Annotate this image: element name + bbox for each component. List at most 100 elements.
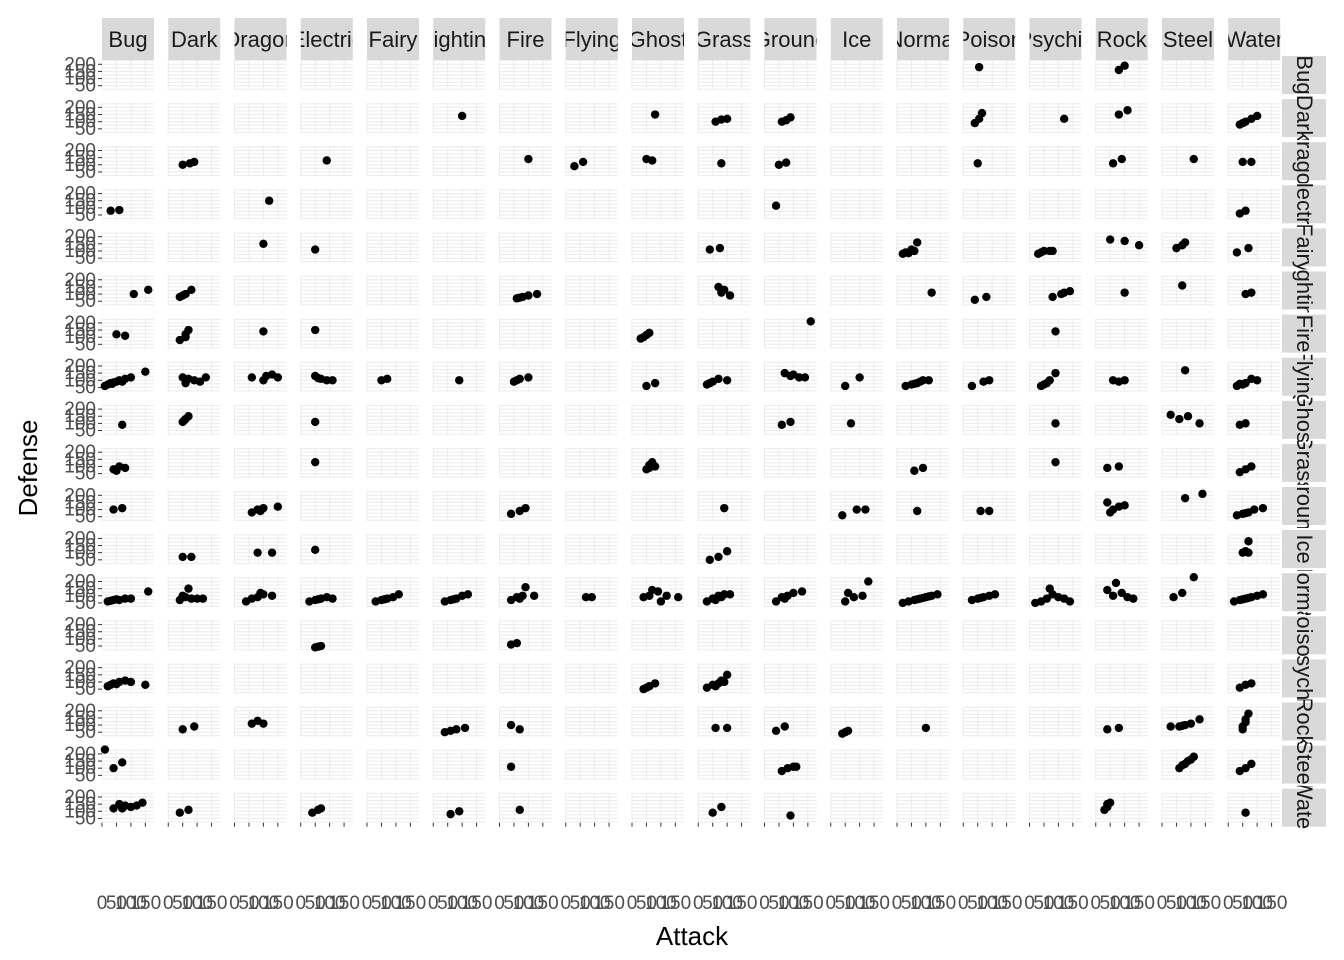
panel-6-1 bbox=[167, 318, 221, 349]
y-tick-label: 200 bbox=[64, 615, 96, 636]
panel-15-0 bbox=[101, 706, 154, 737]
panel-3-6 bbox=[499, 189, 552, 220]
panel-2-13 bbox=[962, 146, 1016, 177]
y-tick-label: 100 bbox=[64, 500, 96, 521]
strip-background bbox=[300, 18, 353, 60]
row-strip-label: Fire bbox=[1292, 315, 1317, 353]
col-strip-label: Rock bbox=[1097, 27, 1148, 52]
panel-2-5 bbox=[432, 146, 486, 177]
panel-0-3 bbox=[300, 60, 353, 90]
panel-17-6 bbox=[499, 792, 552, 823]
x-tick-label: 0 bbox=[627, 893, 638, 914]
panel-11-13 bbox=[962, 534, 1016, 565]
panel-9-10 bbox=[764, 447, 817, 478]
y-tick-label: 150 bbox=[64, 536, 96, 557]
y-tick-label: 150 bbox=[64, 665, 96, 686]
strip-background bbox=[1282, 99, 1326, 138]
row-strip-12: Normal bbox=[1282, 570, 1326, 614]
col-strip-label: Electric bbox=[291, 27, 363, 52]
y-tick-label: 150 bbox=[64, 708, 96, 729]
x-tick-label: 50 bbox=[106, 893, 127, 914]
data-point bbox=[1036, 248, 1046, 257]
strip-background bbox=[1282, 185, 1326, 224]
panel-16-13 bbox=[962, 749, 1016, 780]
y-tick-label: 100 bbox=[64, 456, 96, 477]
col-strip-7: Flying bbox=[565, 18, 618, 60]
panel-4-3 bbox=[300, 232, 353, 263]
panel-1-16 bbox=[1161, 103, 1214, 134]
panel-3-13 bbox=[962, 189, 1016, 220]
row-strip-17: Water bbox=[1282, 786, 1326, 830]
y-tick-label: 200 bbox=[64, 442, 96, 463]
panel-11-0 bbox=[101, 534, 154, 565]
x-tick-label: 0 bbox=[229, 893, 240, 914]
data-point bbox=[1114, 110, 1124, 119]
y-tick-label: 50 bbox=[75, 248, 96, 269]
x-tick-label: 150 bbox=[991, 893, 1023, 914]
strip-background bbox=[1228, 18, 1281, 60]
data-point bbox=[1123, 106, 1132, 115]
data-point bbox=[310, 245, 320, 254]
strip-background bbox=[963, 18, 1016, 60]
y-tick-label: 200 bbox=[64, 528, 96, 549]
strip-background bbox=[1282, 487, 1326, 525]
y-tick-label: 150 bbox=[64, 622, 96, 643]
col-strip-14: Psychic bbox=[1029, 18, 1082, 60]
x-tick-label: 0 bbox=[1024, 893, 1035, 914]
strip-background bbox=[565, 18, 618, 60]
panel-12-7 bbox=[565, 577, 618, 608]
panel-15-14 bbox=[1029, 706, 1082, 737]
panel-0-12 bbox=[896, 60, 949, 90]
panel-8-5 bbox=[432, 404, 486, 435]
y-tick-label: 150 bbox=[64, 234, 96, 255]
panel-5-3 bbox=[300, 275, 353, 306]
x-tick-label: 0 bbox=[1223, 893, 1234, 914]
panel-11-12 bbox=[896, 534, 949, 565]
panel-13-13 bbox=[962, 620, 1016, 651]
panel-4-1 bbox=[167, 232, 221, 263]
data-point bbox=[1048, 246, 1057, 256]
data-point bbox=[1247, 157, 1256, 167]
y-tick-label: 50 bbox=[75, 421, 96, 442]
x-tick-label: 50 bbox=[901, 893, 922, 914]
panel-1-4 bbox=[366, 103, 419, 134]
row-strip-label: Fighting bbox=[1292, 251, 1317, 329]
panel-17-17 bbox=[1227, 792, 1281, 823]
panel-15-1 bbox=[167, 706, 221, 737]
panel-9-15 bbox=[1095, 447, 1148, 478]
panel-8-8 bbox=[631, 404, 684, 435]
y-tick-label: 50 bbox=[75, 550, 96, 571]
strip-background bbox=[1282, 271, 1326, 310]
col-strip-label: Grass bbox=[695, 27, 754, 52]
panel-15-6 bbox=[499, 706, 552, 737]
data-point bbox=[1108, 159, 1118, 168]
panel-5-11 bbox=[830, 275, 883, 306]
y-tick-label: 100 bbox=[64, 672, 96, 693]
panel-1-7 bbox=[565, 103, 618, 134]
panel-9-12 bbox=[896, 447, 949, 478]
panel-6-13 bbox=[962, 318, 1016, 349]
col-strip-17: Water bbox=[1228, 18, 1281, 60]
x-tick-label: 150 bbox=[196, 893, 228, 914]
col-strip-label: Steel bbox=[1163, 27, 1213, 52]
panel-0-5 bbox=[432, 60, 486, 90]
row-strip-label: Grass bbox=[1292, 434, 1317, 493]
panel-13-5 bbox=[432, 620, 486, 651]
panel-14-6 bbox=[499, 663, 552, 694]
data-point bbox=[190, 157, 199, 167]
row-strip-5: Fighting bbox=[1282, 251, 1326, 329]
x-tick-label: 50 bbox=[437, 893, 458, 914]
x-tick-label: 50 bbox=[305, 893, 326, 914]
col-strip-15: Rock bbox=[1095, 18, 1148, 60]
x-tick-label: 150 bbox=[1057, 893, 1089, 914]
panel-3-1 bbox=[167, 189, 221, 220]
panel-4-4 bbox=[366, 232, 419, 263]
panel-6-6 bbox=[499, 318, 552, 349]
y-tick-label: 100 bbox=[64, 69, 96, 90]
data-point bbox=[264, 196, 274, 205]
panel-1-3 bbox=[300, 103, 353, 134]
panel-15-13 bbox=[962, 706, 1016, 737]
col-strip-13: Poison bbox=[963, 18, 1016, 60]
col-strip-0: Bug bbox=[102, 18, 154, 60]
